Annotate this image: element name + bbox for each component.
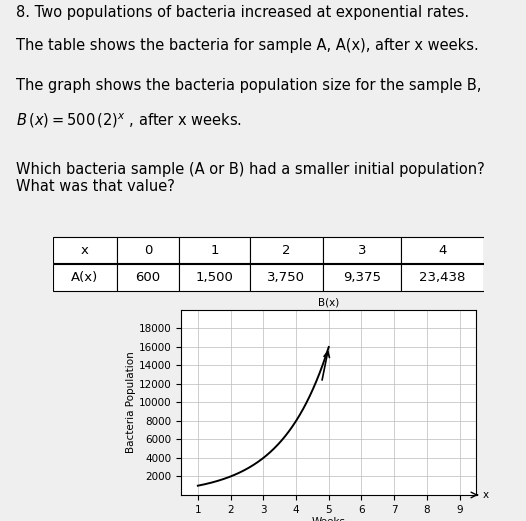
Bar (401, 265, 484, 291)
Bar (53, 237, 117, 263)
Text: 8. Two populations of bacteria increased at exponential rates.: 8. Two populations of bacteria increased… (16, 5, 469, 20)
Text: x: x (80, 243, 88, 256)
Bar (249, 265, 323, 291)
Text: The graph shows the bacteria population size for the sample B,: The graph shows the bacteria population … (16, 78, 481, 93)
Text: 1,500: 1,500 (196, 271, 234, 284)
Text: The table shows the bacteria for sample A, A(x), after x weeks.: The table shows the bacteria for sample … (16, 39, 479, 54)
Text: 9,375: 9,375 (343, 271, 381, 284)
Title: B(x): B(x) (318, 298, 339, 308)
Text: A(x): A(x) (71, 271, 98, 284)
Text: $B\,(x) = 500\,(2)^{x}$ , after x weeks.: $B\,(x) = 500\,(2)^{x}$ , after x weeks. (16, 111, 242, 130)
Bar (117, 237, 179, 263)
Bar (53, 265, 117, 291)
X-axis label: Weeks: Weeks (312, 517, 346, 521)
Text: 4: 4 (438, 243, 447, 256)
Bar (323, 237, 401, 263)
Bar (179, 237, 249, 263)
Bar (117, 265, 179, 291)
Bar (401, 237, 484, 263)
Text: 3,750: 3,750 (267, 271, 305, 284)
Text: 23,438: 23,438 (419, 271, 466, 284)
Text: Which bacteria sample (A or B) had a smaller initial population?
What was that v: Which bacteria sample (A or B) had a sma… (16, 162, 484, 194)
Text: 1: 1 (210, 243, 219, 256)
Text: 2: 2 (282, 243, 290, 256)
Bar (249, 237, 323, 263)
Text: 600: 600 (135, 271, 160, 284)
Bar (179, 265, 249, 291)
Text: x: x (482, 490, 489, 500)
Bar (323, 265, 401, 291)
Y-axis label: Bacteria Population: Bacteria Population (126, 352, 136, 453)
Text: 3: 3 (358, 243, 366, 256)
Text: 0: 0 (144, 243, 152, 256)
